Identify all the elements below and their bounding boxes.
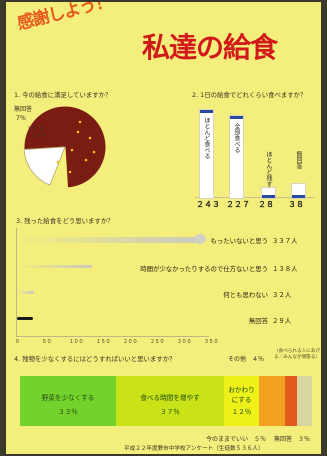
- q1-no-pct: １８％: [30, 133, 47, 139]
- q2-bar-label: ほとんど食べる: [203, 117, 210, 159]
- q2-bar-label: 無回答: [295, 151, 302, 169]
- q4-segment-label: 野菜を少なくする: [41, 394, 95, 402]
- pie-dot: [88, 136, 92, 140]
- q4-segment: [224, 376, 259, 426]
- q1-no-answer-label: 無回答: [14, 106, 33, 113]
- pie-dot: [56, 160, 60, 164]
- q2-bar-label: ほとんど残す: [265, 151, 272, 187]
- q3-axis-tick: １００: [69, 340, 84, 345]
- q2-bar-value: ２８: [258, 200, 274, 209]
- q2-question: 2. 1日の給食でどれくらい食べますか？: [192, 91, 307, 99]
- q3-bar: [17, 291, 34, 294]
- q4-other-label: その他 ４％: [228, 356, 265, 363]
- spoon-icon: [194, 234, 206, 244]
- q4-segment: [259, 376, 285, 426]
- q4-segment: [20, 376, 116, 426]
- q2-bar-cap: [200, 110, 213, 113]
- q1-pie-chart: [23, 105, 107, 189]
- q3-row-label: もったいないと思う: [210, 237, 268, 245]
- q1-no-label: いいえ: [28, 126, 45, 132]
- q4-question: 4. 残物を少なくするにはどうすればいいと思いますか？: [14, 355, 176, 363]
- pie-dot: [92, 150, 96, 154]
- q3-bar: [17, 265, 92, 268]
- q4-other-note: （食べられる人にあげる／みんなが頑張る）: [274, 349, 320, 360]
- q2-bar-value: ２２７: [226, 200, 250, 209]
- q3-axis-tick: ０: [15, 340, 20, 345]
- pie-dot: [84, 158, 88, 162]
- q2-bar: [261, 187, 276, 199]
- q2-bar-value: ２４３: [196, 200, 220, 209]
- q2-baseline: [195, 197, 315, 198]
- q3-row-count: ３３７人: [272, 237, 298, 245]
- q4-segment: [116, 376, 224, 426]
- q2-bar-cap: [292, 195, 305, 198]
- q4-segment-pct: ３３％: [58, 408, 78, 416]
- q2-bar-label: 全部食べる: [233, 123, 240, 153]
- q4-segment-label: おかわりにする: [228, 386, 255, 404]
- q3-axis-tick: ２５０: [150, 340, 165, 345]
- q3-row-count: １３８人: [272, 265, 298, 273]
- q3-row-label: 無回答: [248, 317, 268, 325]
- pie-slice-no: [23, 146, 66, 186]
- q3-question: 3. 残った給食をどう思いますか？: [16, 217, 114, 225]
- q4-segment: [297, 376, 312, 426]
- q3-axis-tick: ５０: [42, 340, 52, 345]
- q4-segment-pct: ３７％: [160, 408, 180, 416]
- title-slogan: 感謝しよう！: [15, 2, 114, 35]
- pie-dot: [76, 130, 80, 134]
- poster: 感謝しよう！ 私達の給食 1. 今の給食に満足していますか？ 無回答 7％ いい…: [6, 2, 321, 454]
- pie-dot: [78, 120, 82, 124]
- q1-no-answer-pct: 7％: [16, 115, 26, 122]
- q3-chart-area: [16, 228, 209, 337]
- q2-bar: [199, 109, 214, 199]
- title-main: 私達の給食: [142, 31, 278, 64]
- q2-bar-cap: [262, 195, 275, 198]
- pie-dot: [70, 148, 74, 152]
- footer-note: 平成２２年度野市中学校アンケート（生徒数５３６人）: [124, 446, 264, 452]
- q3-axis-tick: １５０: [96, 340, 111, 345]
- q3-bar: [17, 237, 200, 243]
- q3-axis-tick: ３５０: [204, 340, 219, 345]
- q3-bar: [17, 317, 33, 320]
- q3-row-count: ３２人: [272, 291, 292, 299]
- q2-bar: [291, 183, 306, 199]
- q1-question: 1. 今の給食に満足していますか？: [14, 91, 112, 99]
- q4-segment-pct: １２％: [231, 408, 252, 416]
- q2-bar-cap: [230, 116, 243, 119]
- q2-bar-chart: ほとんど食べる ２４３ 全部食べる ２２７ ほとんど残す ２８ 無回答 ３８: [191, 102, 319, 209]
- pie-dot: [68, 170, 72, 174]
- q4-segment: [285, 376, 297, 426]
- q2-bar-value: ３８: [288, 200, 304, 209]
- q3-row-label: 何とも思わない: [223, 291, 268, 299]
- q3-row-count: ２９人: [272, 317, 292, 325]
- q3-axis-tick: ３００: [177, 340, 192, 345]
- q4-segment-label: 食べる時間を増やす: [140, 394, 200, 402]
- q4-current-label: 今のままでいい ５％: [206, 436, 267, 443]
- q2-bar: [229, 115, 244, 199]
- pie-decoration-dots: [56, 120, 96, 174]
- q3-axis-tick: ２００: [123, 340, 138, 345]
- q3-row-label: 時間が少なかったりするので仕方ないと思う: [140, 265, 268, 273]
- q4-no-answer-label: 無回答 ３％: [274, 436, 311, 443]
- q1-yes-label: はい（82％）: [26, 139, 59, 145]
